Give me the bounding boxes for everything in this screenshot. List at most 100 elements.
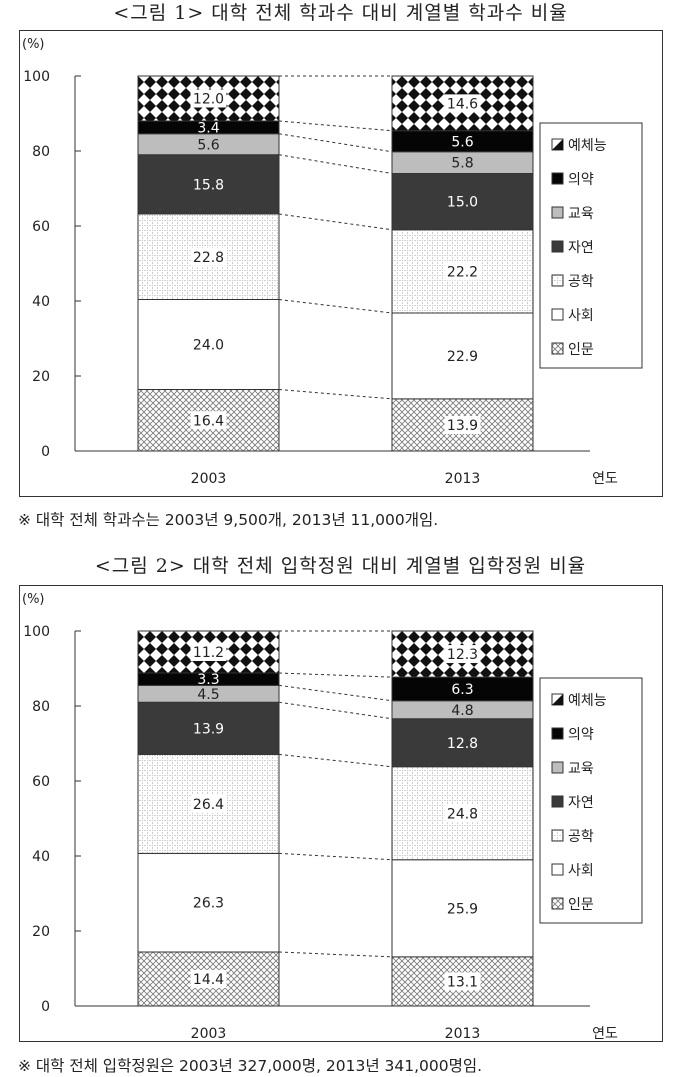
bar-segment-social <box>391 859 534 958</box>
legend-label: 교육 <box>568 206 594 222</box>
legend-label: 의약 <box>568 172 594 188</box>
chart-2-title: <그림 2> 대학 전체 입학정원 대비 계열별 입학정원 비율 <box>94 555 587 577</box>
y-tick-label: 80 <box>32 699 50 715</box>
data-label: 13.1 <box>447 974 478 990</box>
connector-line <box>278 951 393 958</box>
y-tick-label: 80 <box>32 144 50 160</box>
connector-line <box>278 672 393 678</box>
connector-line <box>278 213 393 231</box>
connector-line <box>278 852 393 861</box>
bar-segment-natural <box>391 173 534 231</box>
data-label: 4.8 <box>451 703 473 719</box>
x-axis-label: 연도 <box>592 471 618 487</box>
y-tick-label: 100 <box>23 624 50 640</box>
data-label: 12.3 <box>447 647 478 663</box>
data-label: 25.9 <box>447 901 478 917</box>
chart-2-note: ※ 대학 전체 입학정원은 2003년 327,000명, 2013년 341,… <box>18 1057 483 1075</box>
y-tick-label: 60 <box>32 219 50 235</box>
legend-label: 인문 <box>568 897 594 913</box>
legend-label: 사회 <box>568 863 594 879</box>
data-label: 24.0 <box>193 338 224 354</box>
bar-segment-natural <box>137 154 280 215</box>
data-label-bg <box>190 411 227 430</box>
legend-swatch-social <box>551 308 564 321</box>
data-label-bg <box>190 794 227 813</box>
data-label: 26.4 <box>193 797 224 813</box>
bar-segment-arts <box>137 630 280 674</box>
x-tick-label: 2003 <box>191 1026 227 1042</box>
legend-label: 의약 <box>568 727 594 743</box>
legend-swatch-education <box>551 761 564 774</box>
chart-frame <box>19 30 663 497</box>
legend-swatch-humanities <box>551 897 564 910</box>
connector-line <box>278 299 393 314</box>
data-label: 22.2 <box>447 264 478 280</box>
data-label-bg <box>444 972 481 991</box>
legend-label: 사회 <box>568 308 594 324</box>
data-label-bg <box>444 262 481 281</box>
bar-segment-natural <box>137 701 280 755</box>
data-label: 11.2 <box>193 645 224 661</box>
data-label: 5.6 <box>451 134 473 150</box>
legend-label: 자연 <box>568 795 594 811</box>
data-label-bg <box>444 804 481 823</box>
legend-label: 인문 <box>568 342 594 358</box>
y-tick-label: 20 <box>32 369 50 385</box>
data-label: 3.3 <box>197 672 219 688</box>
y-tick-label: 100 <box>23 69 50 85</box>
legend-label: 예체능 <box>568 138 607 154</box>
data-label: 26.3 <box>193 896 224 912</box>
bar-segment-social <box>137 852 280 953</box>
legend-swatch-humanities <box>551 342 564 355</box>
data-label: 3.4 <box>197 120 219 136</box>
data-label: 4.5 <box>197 687 219 703</box>
bar-segment-natural <box>391 718 534 768</box>
data-label: 12.8 <box>447 736 478 752</box>
bar-2013: 13.1 25.9 24.8 12.8 4.8 6.3 12.3 <box>391 630 534 1007</box>
chart-1-title: <그림 1> 대학 전체 학과수 대비 계열별 학과수 비율 <box>113 2 568 24</box>
x-tick-label: 2013 <box>445 1026 481 1042</box>
data-label: 22.8 <box>193 250 224 266</box>
legend-swatch-education <box>551 206 564 219</box>
y-tick-label: 60 <box>32 774 50 790</box>
data-label: 15.0 <box>447 195 478 211</box>
y-axis-label: (%) <box>22 592 45 607</box>
chart-1: 020406080100(%)16.424.022.815.85.63.412.… <box>19 30 663 497</box>
data-label: 12.0 <box>193 92 224 108</box>
legend-label: 공학 <box>568 274 594 290</box>
legend-label: 예체능 <box>568 693 607 709</box>
data-label-bg <box>190 970 227 988</box>
data-label-bg <box>444 94 481 113</box>
data-label: 16.4 <box>193 413 224 429</box>
data-label-bg <box>444 645 481 664</box>
data-label-bg <box>190 643 227 661</box>
data-label: 5.8 <box>451 156 473 172</box>
y-tick-label: 0 <box>41 999 50 1015</box>
y-tick-label: 40 <box>32 849 50 865</box>
data-label: 13.9 <box>447 418 478 434</box>
data-label: 14.4 <box>193 972 224 988</box>
legend-label: 공학 <box>568 829 594 845</box>
legend-label: 자연 <box>568 240 594 256</box>
data-label: 22.9 <box>447 349 478 365</box>
y-axis-label: (%) <box>22 37 45 52</box>
legend-swatch-natural <box>551 240 564 253</box>
connector-line <box>278 133 393 153</box>
connector-line <box>278 753 393 768</box>
connector-line <box>278 701 393 720</box>
data-label-bg <box>444 415 481 434</box>
bar-segment-social <box>391 312 534 400</box>
data-label: 5.6 <box>197 137 219 153</box>
y-tick-label: 40 <box>32 294 50 310</box>
bar-segment-social <box>137 299 280 390</box>
connector-line <box>278 120 393 132</box>
y-tick-label: 0 <box>41 444 50 460</box>
legend-swatch-fill <box>552 139 563 150</box>
connector-line <box>278 684 393 702</box>
x-tick-label: 2013 <box>445 471 481 487</box>
x-axis-label: 연도 <box>592 1026 618 1042</box>
legend-swatch-engineering <box>551 829 564 842</box>
connector-line <box>278 389 393 400</box>
